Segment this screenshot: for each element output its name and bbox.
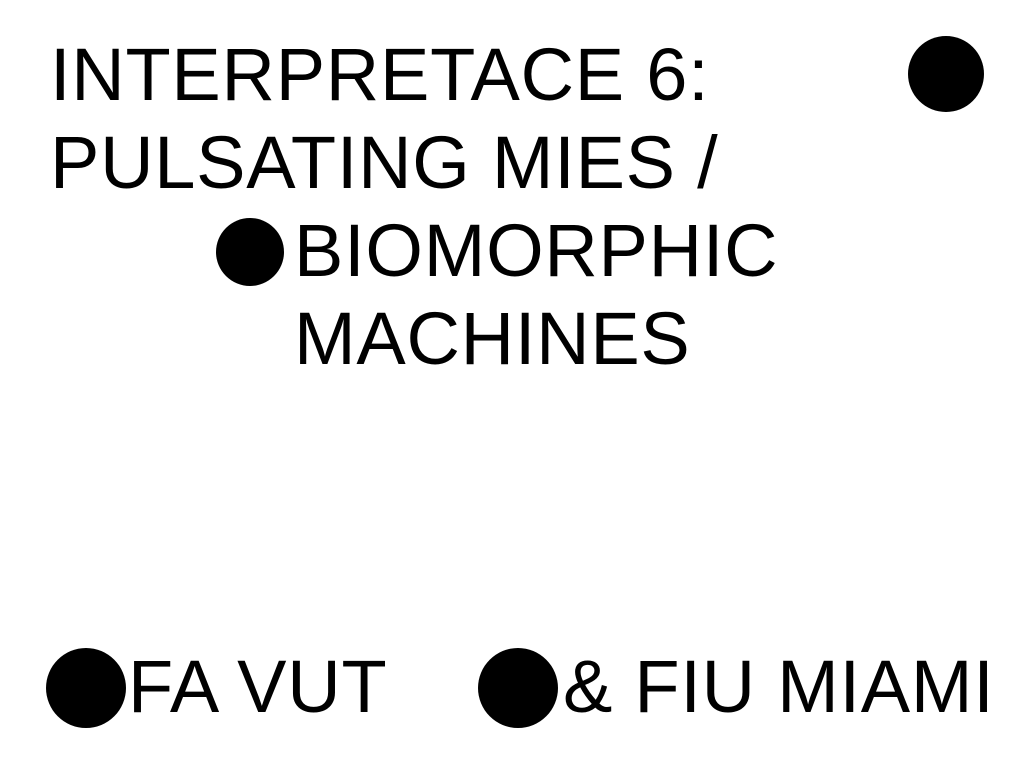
dot-top-right-icon: [908, 36, 984, 112]
title-line-3: BIOMORPHIC: [294, 214, 778, 288]
title-line-1: INTERPRETACE 6:: [50, 38, 709, 112]
title-line-2: PULSATING MIES /: [50, 126, 718, 200]
poster-stage: INTERPRETACE 6: PULSATING MIES / BIOMORP…: [0, 0, 1024, 767]
footer-left: FA VUT: [128, 650, 387, 724]
footer-right: & FIU MIAMI: [563, 650, 995, 724]
dot-footer-left-icon: [46, 648, 126, 728]
dot-title-inset-icon: [216, 218, 284, 286]
dot-footer-mid-icon: [478, 648, 558, 728]
title-line-4: MACHINES: [294, 302, 691, 376]
